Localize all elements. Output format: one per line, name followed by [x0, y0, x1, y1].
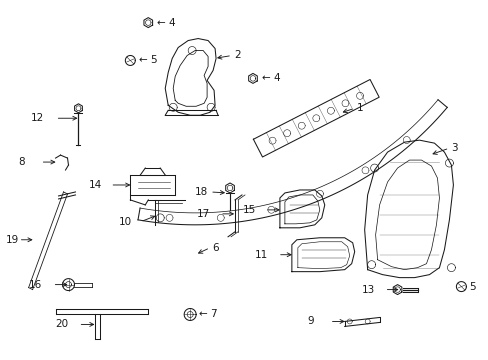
Text: 11: 11 — [254, 250, 268, 260]
Text: 1: 1 — [356, 103, 363, 113]
Text: 14: 14 — [88, 180, 102, 190]
Text: 19: 19 — [6, 235, 19, 245]
Text: 10: 10 — [118, 217, 131, 227]
Text: 12: 12 — [31, 113, 44, 123]
Text: ← 4: ← 4 — [262, 73, 280, 84]
Text: 20: 20 — [56, 319, 68, 329]
Text: ← 4: ← 4 — [157, 18, 176, 28]
Text: 2: 2 — [234, 50, 240, 60]
Text: 6: 6 — [212, 243, 218, 253]
Text: 13: 13 — [361, 284, 374, 294]
Text: 15: 15 — [243, 205, 256, 215]
Text: ← 5: ← 5 — [139, 55, 158, 66]
Text: 18: 18 — [195, 187, 208, 197]
Text: 9: 9 — [307, 316, 314, 327]
Text: 16: 16 — [29, 280, 42, 289]
Text: 3: 3 — [450, 143, 457, 153]
Text: 17: 17 — [197, 209, 210, 219]
Text: ← 7: ← 7 — [199, 310, 217, 319]
Text: 5: 5 — [468, 282, 475, 292]
Text: 8: 8 — [19, 157, 25, 167]
